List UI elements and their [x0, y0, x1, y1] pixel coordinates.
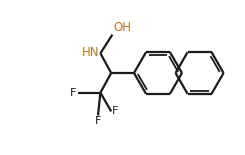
Text: F: F — [70, 88, 77, 98]
Text: OH: OH — [113, 21, 131, 34]
Text: HN: HN — [82, 46, 99, 59]
Text: F: F — [95, 116, 101, 126]
Text: F: F — [112, 106, 119, 116]
